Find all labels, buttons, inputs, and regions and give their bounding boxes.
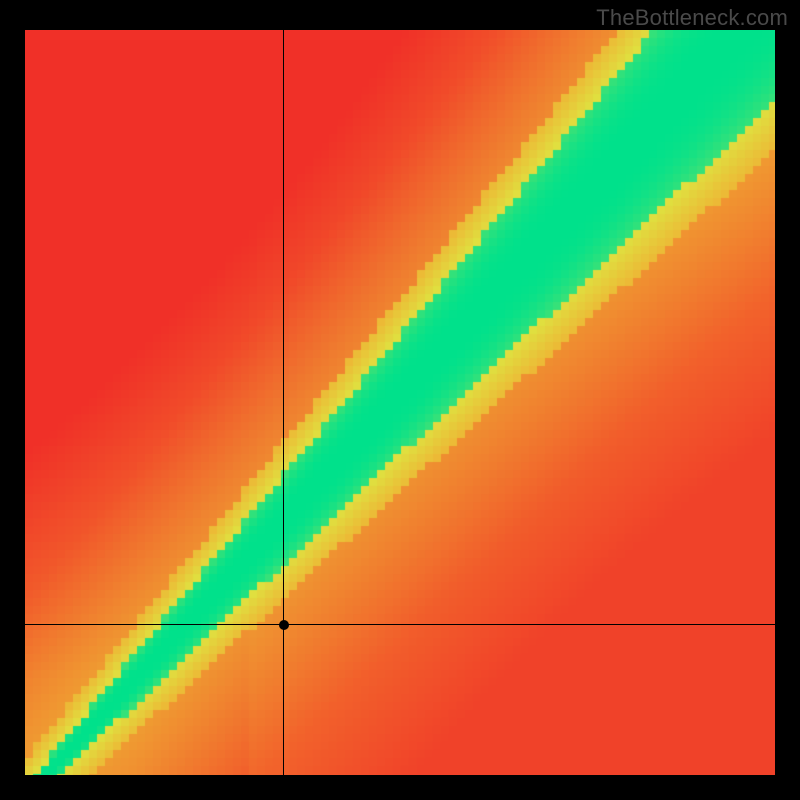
watermark-text: TheBottleneck.com bbox=[596, 5, 788, 31]
bottleneck-heatmap bbox=[25, 30, 775, 775]
chart-container: { "watermark": { "text": "TheBottleneck.… bbox=[0, 0, 800, 800]
